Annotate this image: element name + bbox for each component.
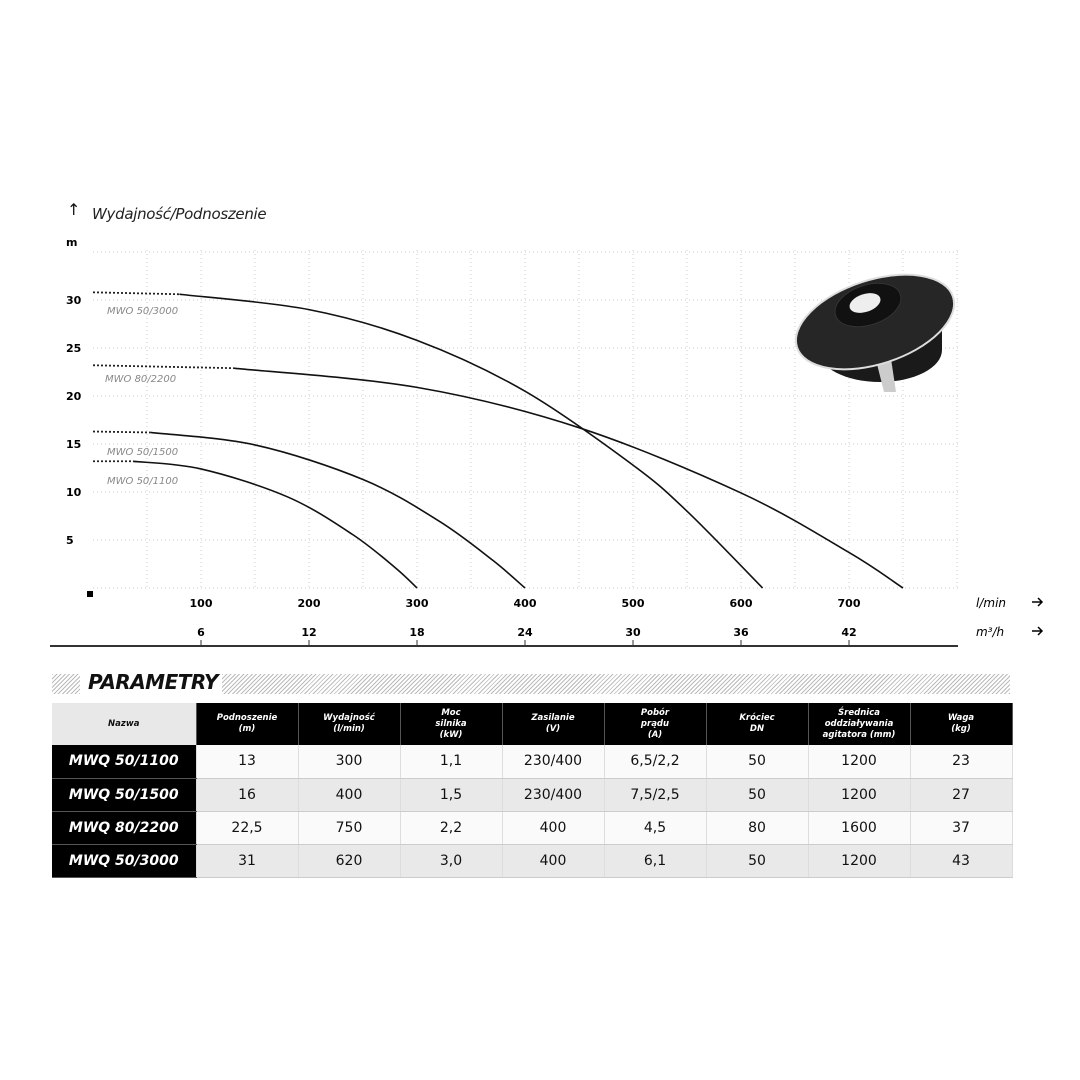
- pump-curve: [233, 367, 904, 589]
- x-tick-label: 200: [298, 597, 321, 610]
- curve-dotted-start: [92, 291, 180, 296]
- arrow-right-icon: [1032, 597, 1044, 607]
- x2-tick-label: 18: [409, 626, 424, 639]
- table-cell: 2,2: [400, 811, 503, 845]
- x-tick-label: 400: [514, 597, 537, 610]
- table-cell: 6,1: [604, 844, 707, 878]
- curve-dotted-start: [92, 364, 234, 370]
- table-cell: 1200: [808, 844, 911, 878]
- table-row: MWQ 50/1500 16 400 1,5 230/400 7,5/2,5 50 1200 2…: [52, 778, 1013, 812]
- table-row: MWQ 50/3000 31 620 3,0 400 6,1 50 1200 43: [52, 844, 1013, 878]
- series-label: MWO 50/1100: [107, 476, 178, 487]
- parameters-table: Nazwa Podnoszenie (m) Wydajność (l/min) Moc…: [52, 703, 1013, 878]
- table-cell: 400: [502, 811, 605, 845]
- x-tick-label: 100: [190, 597, 213, 610]
- series-label: MWO 80/2200: [105, 374, 176, 385]
- x2-axis-unit: m³/h: [976, 625, 1004, 639]
- series-label: MWO 50/1500: [107, 447, 178, 458]
- table-header-row: Nazwa Podnoszenie (m) Wydajność (l/min) Moc…: [52, 703, 1013, 745]
- y-tick-label: 25: [66, 342, 81, 355]
- table-cell: 1200: [808, 778, 911, 812]
- pump-curve: [150, 431, 526, 589]
- table-cell: 1600: [808, 811, 911, 845]
- y-tick-label: 10: [66, 486, 82, 499]
- table-cell: 1200: [808, 745, 911, 779]
- model-name-cell: MWQ 50/1500: [52, 778, 197, 812]
- table-cell: 50: [706, 745, 809, 779]
- table-cell: 400: [298, 778, 401, 812]
- hatch-decoration: [222, 674, 1010, 694]
- x-tick-label: 300: [406, 597, 429, 610]
- pump-curve: [132, 460, 418, 589]
- section-title: PARAMETRY: [88, 670, 218, 694]
- column-header: Nazwa: [52, 703, 197, 745]
- y-tick-label: 30: [66, 294, 82, 307]
- column-header: Króciec DN: [706, 703, 809, 745]
- y-tick-label: 15: [66, 438, 81, 451]
- table-cell: 27: [910, 778, 1013, 812]
- table-cell: 400: [502, 844, 605, 878]
- y-axis-arrow-icon: ↑: [67, 200, 81, 219]
- x2-tick-label: 12: [301, 626, 316, 639]
- x2-tick-label: 30: [625, 626, 641, 639]
- section-header: PARAMETRY: [52, 670, 1010, 696]
- y-axis-unit: m: [66, 236, 77, 249]
- table-cell: 620: [298, 844, 401, 878]
- series-label: MWO 50/3000: [107, 306, 178, 317]
- table-cell: 31: [196, 844, 299, 878]
- table-cell: 37: [910, 811, 1013, 845]
- curve-dotted-start: [92, 430, 151, 434]
- chart-title: Wydajność/Podnoszenie: [92, 205, 267, 223]
- table-cell: 1,5: [400, 778, 503, 812]
- table-cell: 230/400: [502, 778, 605, 812]
- model-name-cell: MWQ 50/3000: [52, 844, 197, 878]
- table-cell: 50: [706, 778, 809, 812]
- table-cell: 4,5: [604, 811, 707, 845]
- table-row: MWQ 80/2200 22,5 750 2,2 400 4,5 80 1600 37: [52, 811, 1013, 845]
- table-cell: 750: [298, 811, 401, 845]
- column-header: Zasilanie (V): [502, 703, 605, 745]
- arrow-right-icon: [1032, 626, 1044, 636]
- table-cell: 43: [910, 844, 1013, 878]
- table-cell: 300: [298, 745, 401, 779]
- model-name-cell: MWQ 80/2200: [52, 811, 197, 845]
- table-cell: 230/400: [502, 745, 605, 779]
- table-cell: 7,5/2,5: [604, 778, 707, 812]
- x-axis-unit: l/min: [976, 596, 1006, 610]
- column-header: Podnoszenie (m): [196, 703, 299, 745]
- table-cell: 3,0: [400, 844, 503, 878]
- x-tick-label: 500: [622, 597, 645, 610]
- origin-marker: [87, 591, 93, 597]
- column-header: Średnica oddziaływania agitatora (mm): [808, 703, 911, 745]
- table-cell: 16: [196, 778, 299, 812]
- column-header: Pobór prądu (A): [604, 703, 707, 745]
- pump-curve: [179, 293, 764, 589]
- model-name-cell: MWQ 50/1100: [52, 745, 197, 779]
- hatch-decoration: [52, 674, 80, 694]
- table-cell: 1,1: [400, 745, 503, 779]
- x-tick-label: 600: [730, 597, 753, 610]
- table-cell: 80: [706, 811, 809, 845]
- table-cell: 23: [910, 745, 1013, 779]
- y-tick-label: 20: [66, 390, 82, 403]
- x2-tick-label: 24: [517, 626, 533, 639]
- table-cell: 50: [706, 844, 809, 878]
- x-tick-label: 700: [838, 597, 861, 610]
- table-cell: 13: [196, 745, 299, 779]
- column-header: Wydajność (l/min): [298, 703, 401, 745]
- table-cell: 22,5: [196, 811, 299, 845]
- column-header: Waga (kg): [910, 703, 1013, 745]
- impeller-image: [794, 273, 956, 392]
- x2-tick-label: 6: [197, 626, 205, 639]
- table-row: MWQ 50/1100 13 300 1,1 230/400 6,5/2,2 50 1200 2…: [52, 745, 1013, 779]
- pump-curve-chart: m 5 10 15 20 25 30 100 200 300 400 500 600 700 6 12 18 24…: [50, 236, 1044, 647]
- x2-tick-label: 42: [841, 626, 856, 639]
- y-tick-label: 5: [66, 534, 74, 547]
- x2-tick-label: 36: [733, 626, 749, 639]
- column-header: Moc silnika (kW): [400, 703, 503, 745]
- table-cell: 6,5/2,2: [604, 745, 707, 779]
